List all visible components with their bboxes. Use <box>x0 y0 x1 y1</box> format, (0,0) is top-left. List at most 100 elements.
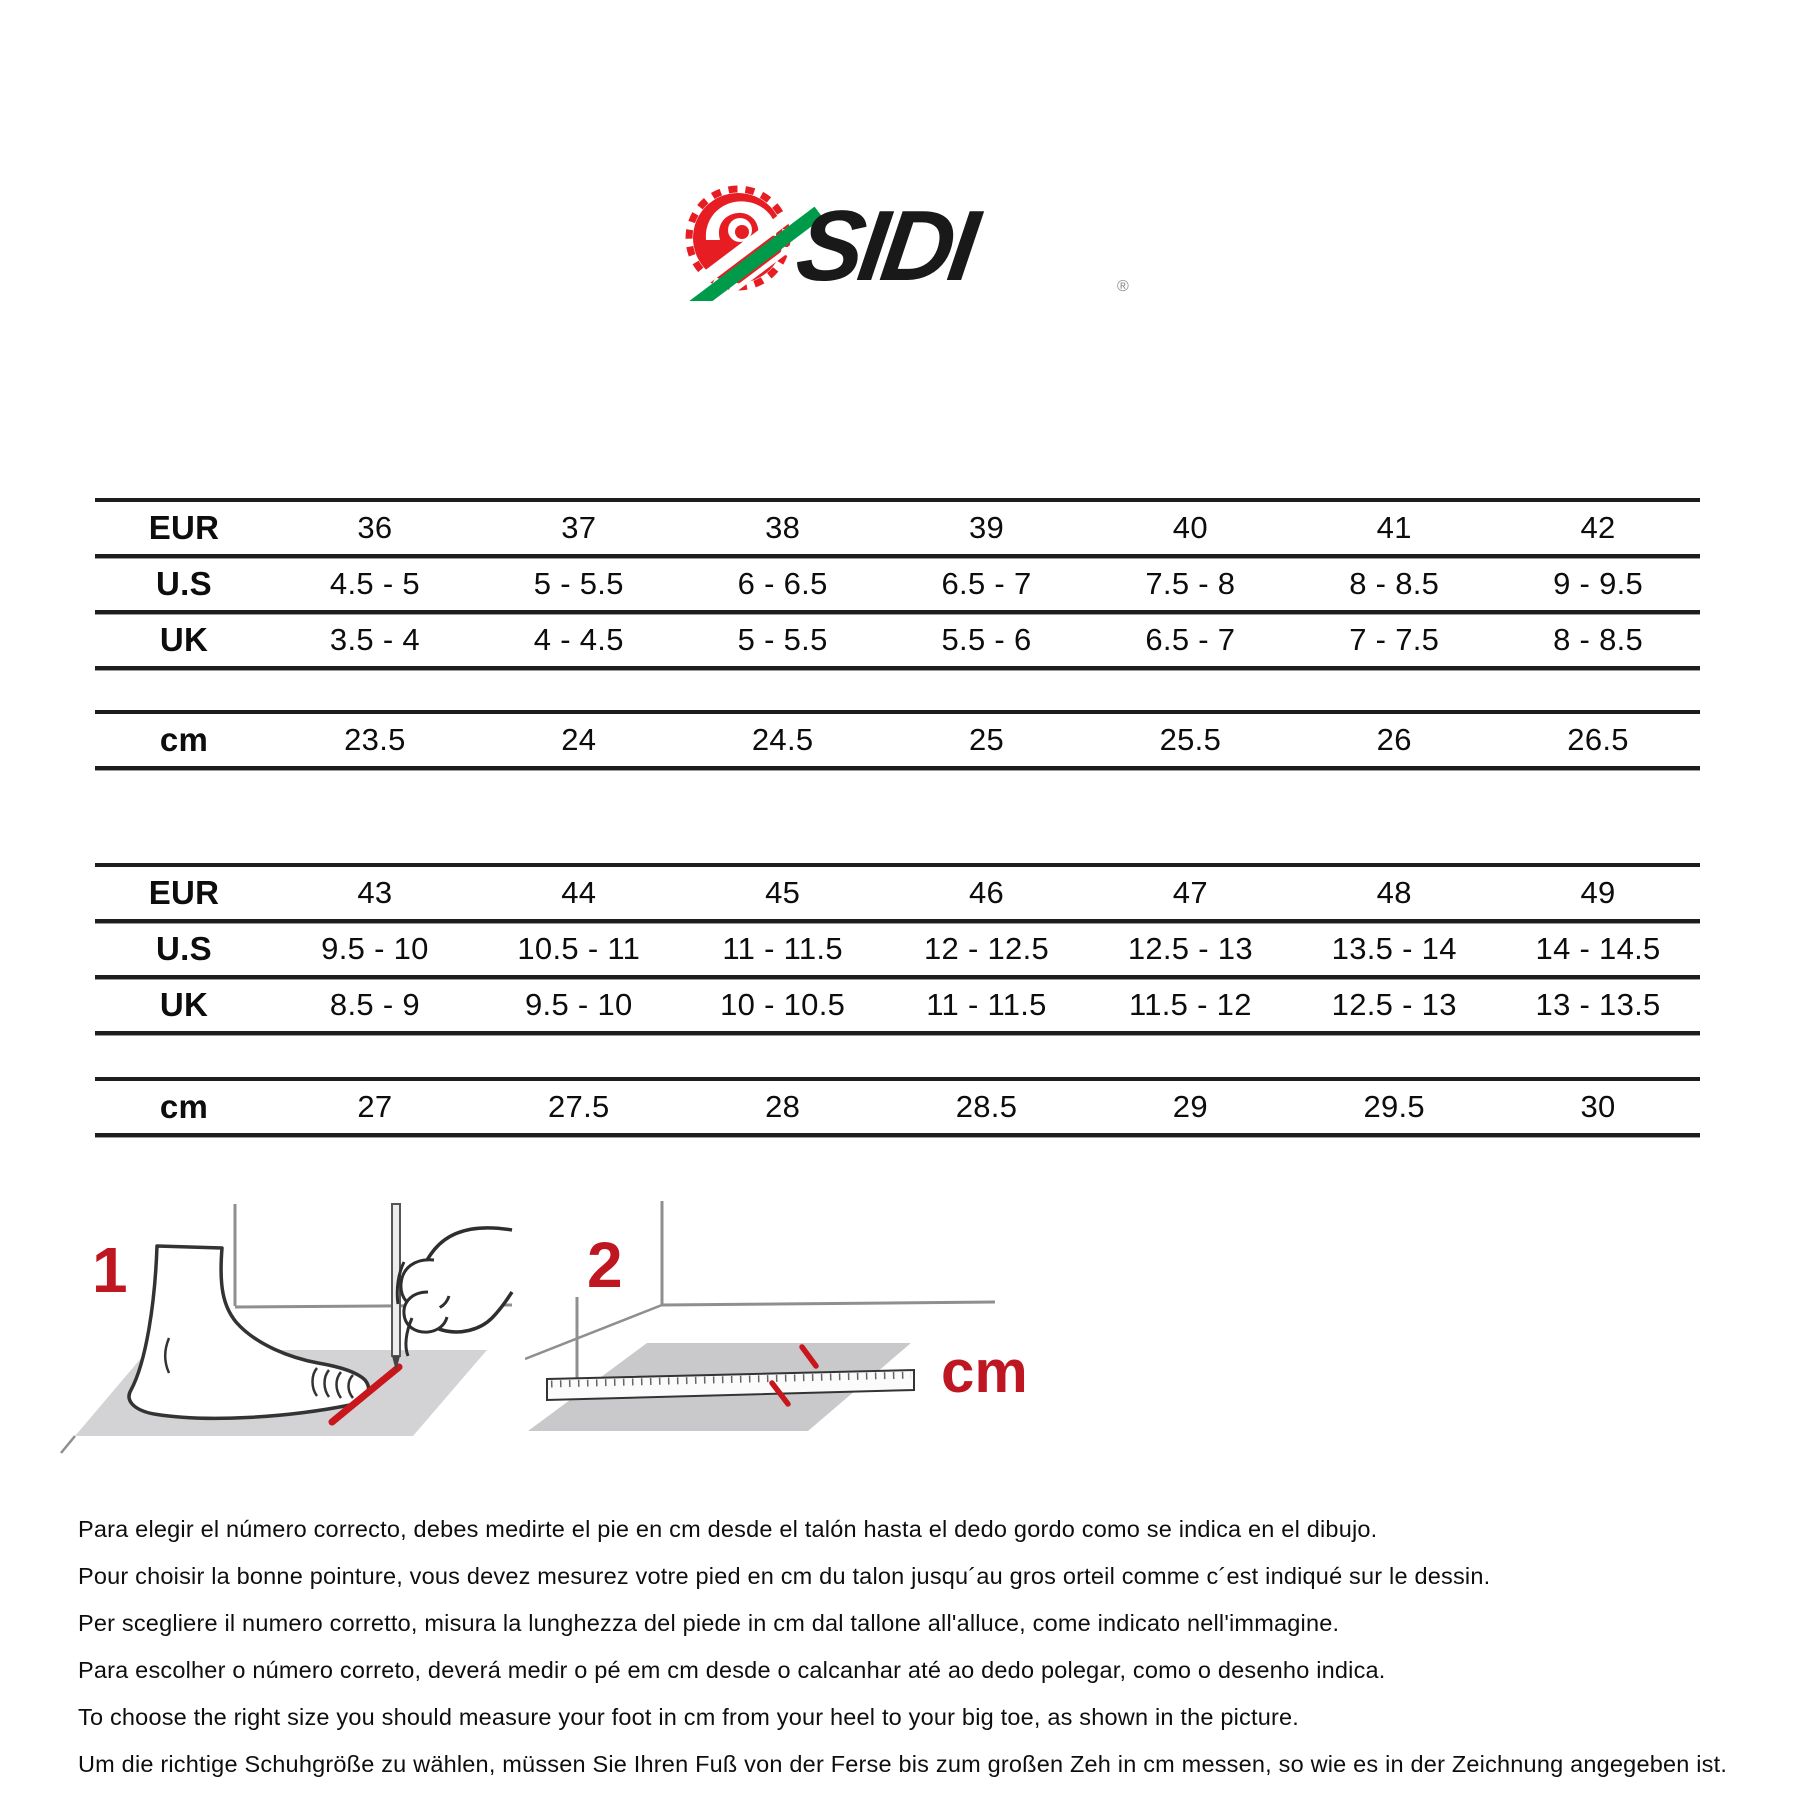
step1-number: 1 <box>92 1234 128 1306</box>
size-cell: 43 <box>357 875 393 910</box>
size-cell: 9.5 - 10 <box>321 931 429 966</box>
instructions-block: Para elegir el número correcto, debes me… <box>78 1506 1758 1788</box>
size-cell: 8.5 - 9 <box>329 987 420 1022</box>
size-cell: 40 <box>1172 510 1208 545</box>
instruction-line-en: To choose the right size you should meas… <box>78 1704 1300 1730</box>
size-cell: 46 <box>968 875 1005 910</box>
size-table-eur-36-42: EUR 36 37 38 39 40 41 42 U.S 4.5 - 5 5 - 5.5 6 - 6.… <box>95 498 1700 670</box>
size-cell: 7.5 - 8 <box>1145 566 1236 601</box>
table-row: UK 3.5 - 4 4 - 4.5 5 - 5.5 5.5 - 6 6.5 - 7 7 -… <box>95 614 1700 670</box>
size-cell: 49 <box>1580 875 1616 910</box>
instruction-line-es: Para elegir el número correcto, debes me… <box>78 1516 1378 1542</box>
cm-table-27-30: cm 27 27.5 28 28.5 29 29.5 30 <box>95 1077 1700 1137</box>
size-cell: 28 <box>765 1089 801 1124</box>
size-cell: 24.5 <box>751 722 814 757</box>
size-cell: 14 - 14.5 <box>1535 931 1661 966</box>
size-cell: 4.5 - 5 <box>329 566 420 601</box>
size-cell: 11 - 11.5 <box>926 987 1047 1022</box>
size-cell: 36 <box>357 510 393 545</box>
row-label: UK <box>159 986 209 1023</box>
table-row: cm 23.5 24 24.5 25 25.5 26 26.5 <box>95 714 1700 770</box>
table-row: U.S 9.5 - 10 10.5 - 11 11 - 11.5 12 - 12.5 12… <box>95 923 1700 979</box>
table-row: U.S 4.5 - 5 5 - 5.5 6 - 6.5 6.5 - 7 7.5 - 8 8 … <box>95 558 1700 614</box>
size-cell: 25.5 <box>1159 722 1222 757</box>
size-cell: 41 <box>1376 510 1412 545</box>
measure-step2-diagram: 2 cm <box>525 1201 1028 1431</box>
size-cell: 6 - 6.5 <box>737 566 828 601</box>
size-cell: 13 - 13.5 <box>1535 987 1661 1022</box>
size-cell: 4 - 4.5 <box>533 622 624 657</box>
row-label: EUR <box>148 509 220 546</box>
instruction-line-pt: Para escolher o número correto, deverá m… <box>78 1657 1386 1683</box>
hand <box>395 1226 514 1357</box>
size-cell: 44 <box>561 875 597 910</box>
size-table-eur-43-49: EUR 43 44 45 46 47 48 49 U.S 9.5 - 10 10.5 - 11 11 … <box>95 863 1700 1035</box>
size-cell: 6.5 - 7 <box>1145 622 1236 657</box>
size-cell: 5.5 - 6 <box>941 622 1032 657</box>
measure-mark-lower <box>769 1380 791 1407</box>
size-cell: 9.5 - 10 <box>525 987 633 1022</box>
table-row: UK 8.5 - 9 9.5 - 10 10 - 10.5 11 - 11.5 11.5 … <box>95 979 1700 1035</box>
size-cell: 27.5 <box>548 1089 610 1124</box>
registered-mark: ® <box>1117 278 1129 295</box>
ruler <box>546 1368 915 1402</box>
table-row: cm 27 27.5 28 28.5 29 29.5 30 <box>95 1081 1700 1137</box>
size-cell: 48 <box>1376 875 1412 910</box>
size-cell: 8 - 8.5 <box>1553 622 1644 657</box>
toe-mark-line <box>328 1363 403 1426</box>
size-cell: 10.5 - 11 <box>517 931 641 966</box>
row-label: cm <box>159 1088 209 1125</box>
size-cell: 29 <box>1172 1089 1208 1124</box>
instruction-line-de: Um die richtige Schuhgröße zu wählen, mü… <box>78 1751 1728 1777</box>
size-cell: 47 <box>1172 875 1208 910</box>
size-cell: 24 <box>561 722 597 757</box>
size-cell: 11.5 - 12 <box>1128 987 1252 1022</box>
size-cell: 28.5 <box>955 1089 1018 1124</box>
size-cell: 12.5 - 13 <box>1331 987 1457 1022</box>
size-cell: 10 - 10.5 <box>720 987 846 1022</box>
size-cell: 27 <box>357 1089 393 1124</box>
row-label: U.S <box>156 930 212 967</box>
size-cell: 5 - 5.5 <box>737 622 828 657</box>
size-cell: 29.5 <box>1363 1089 1425 1124</box>
size-cell: 42 <box>1580 510 1616 545</box>
size-cell: 6.5 - 7 <box>941 566 1032 601</box>
cm-label: cm <box>941 1338 1028 1405</box>
row-label: EUR <box>148 874 220 911</box>
sidi-logo-graphic: SIDI ® <box>684 185 1129 319</box>
instruction-line-it: Per scegliere il numero corretto, misura… <box>78 1610 1340 1636</box>
ruler-ticks <box>550 1371 912 1388</box>
size-cell: 30 <box>1580 1089 1616 1124</box>
measure-step1-diagram: 1 <box>60 1203 514 1454</box>
size-cell: 26 <box>1376 722 1412 757</box>
measure-mark-upper <box>799 1344 819 1369</box>
table-row: EUR 43 44 45 46 47 48 49 <box>95 867 1700 923</box>
size-cell: 37 <box>561 510 597 545</box>
cm-table-23-26: cm 23.5 24 24.5 25 25.5 26 26.5 <box>95 710 1700 770</box>
row-label: U.S <box>156 565 212 602</box>
sidi-logo: SIDI ® <box>665 183 1145 319</box>
size-cell: 12.5 - 13 <box>1127 931 1253 966</box>
size-cell: 45 <box>765 875 801 910</box>
instruction-line-fr: Pour choisir la bonne pointure, vous dev… <box>78 1563 1491 1589</box>
step2-number: 2 <box>587 1229 623 1301</box>
sidi-logo-text: SIDI <box>790 190 987 301</box>
size-cell: 12 - 12.5 <box>923 931 1050 966</box>
size-cell: 38 <box>765 510 801 545</box>
size-cell: 7 - 7.5 <box>1349 622 1440 657</box>
sidi-swirl-icon <box>684 185 823 319</box>
size-cell: 13.5 - 14 <box>1331 931 1457 966</box>
size-cell: 39 <box>968 510 1005 545</box>
row-label: UK <box>159 621 209 658</box>
size-cell: 3.5 - 4 <box>329 622 420 657</box>
foot-outline <box>127 1244 371 1421</box>
table-row: EUR 36 37 38 39 40 41 42 <box>95 502 1700 558</box>
size-cell: 9 - 9.5 <box>1553 566 1644 601</box>
size-cell: 25 <box>968 722 1005 757</box>
size-cell: 26.5 <box>1567 722 1629 757</box>
size-cell: 5 - 5.5 <box>533 566 624 601</box>
size-cell: 11 - 11.5 <box>722 931 843 966</box>
size-cell: 23.5 <box>344 722 406 757</box>
size-cell: 8 - 8.5 <box>1349 566 1440 601</box>
